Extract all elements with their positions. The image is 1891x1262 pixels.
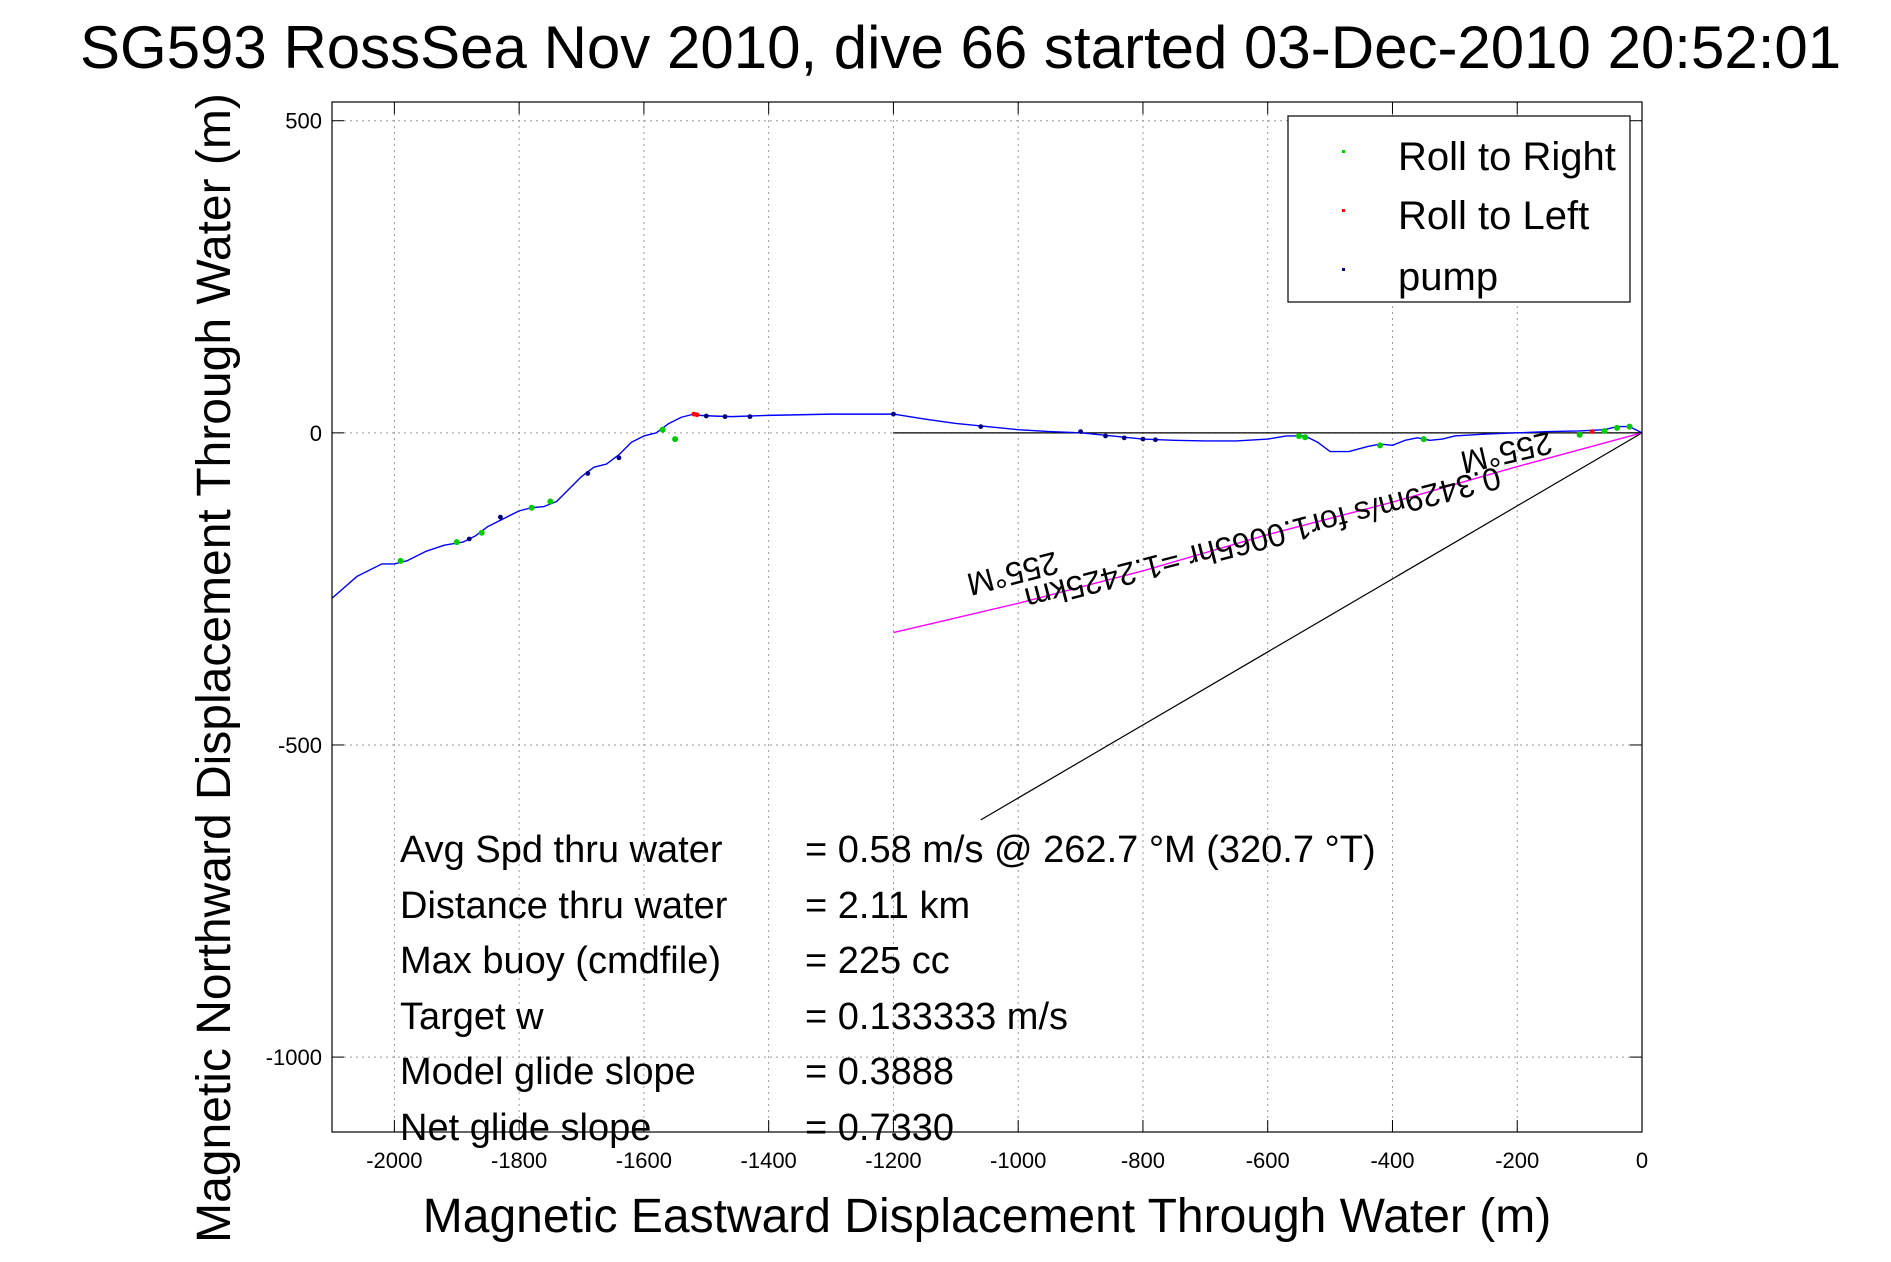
roll-right-marker <box>1420 436 1427 443</box>
pump-marker <box>978 424 984 430</box>
roll-right-marker <box>1601 427 1608 434</box>
legend-marker-roll-left <box>1342 209 1345 212</box>
y-tick-label: 500 <box>285 109 322 134</box>
reference-line <box>980 432 1643 821</box>
pump-marker <box>1121 435 1127 441</box>
roll-right-marker <box>1576 431 1583 438</box>
pump-marker <box>616 455 622 461</box>
roll-right-marker <box>1377 442 1383 449</box>
stat-label-distance: Distance thru water <box>400 885 728 927</box>
legend-marker-pump <box>1342 268 1345 271</box>
x-tick-label: -1600 <box>616 1148 672 1173</box>
roll-right-marker <box>397 557 404 564</box>
x-tick-label: -2000 <box>366 1148 422 1173</box>
roll-right-marker <box>1626 423 1633 430</box>
dive-stats: Avg Spd thru water = 0.58 m/s @ 262.7 °M… <box>400 829 1376 1149</box>
pump-marker <box>1078 429 1083 434</box>
stat-value-avg-speed: = 0.58 m/s @ 262.7 °M (320.7 °T) <box>805 829 1376 871</box>
plot-frame <box>331 101 1643 1133</box>
y-tick-label: -1000 <box>266 1045 322 1070</box>
roll-left-marker <box>1589 429 1595 434</box>
y-axis-label: Magnetic Northward Displacement Through … <box>188 93 241 1243</box>
pump-marker <box>1140 436 1146 442</box>
y-tick-label: 0 <box>310 421 322 446</box>
x-tick-label: -400 <box>1370 1148 1414 1173</box>
x-tick-label: -200 <box>1495 1148 1539 1173</box>
roll-right-marker <box>1614 424 1621 431</box>
x-tick-label: -800 <box>1121 1148 1165 1173</box>
stat-value-target-w: = 0.133333 m/s <box>805 996 1068 1038</box>
roll-right-marker <box>659 426 666 433</box>
pump-marker <box>498 514 503 520</box>
legend-marker-roll-right <box>1342 150 1345 153</box>
pump-marker <box>891 411 896 417</box>
legend-label-pump: pump <box>1398 255 1498 299</box>
stat-label-model-glide: Model glide slope <box>400 1051 696 1093</box>
pump-marker <box>1153 437 1158 443</box>
x-tick-label: 0 <box>1636 1148 1648 1173</box>
x-tick-label: -1800 <box>491 1148 547 1173</box>
legend-label-roll-right: Roll to Right <box>1398 135 1616 179</box>
legend: Roll to Right Roll to Left pump <box>1287 115 1631 303</box>
stat-value-max-buoy: = 225 cc <box>805 940 950 982</box>
pump-marker <box>1103 433 1108 439</box>
pump-marker <box>747 414 753 420</box>
stat-value-net-glide: = 0.7330 <box>805 1107 954 1149</box>
axis-ticks <box>332 102 1643 1132</box>
y-tick-label: -500 <box>278 733 322 758</box>
data-markers <box>397 411 1633 564</box>
legend-label-roll-left: Roll to Left <box>1398 194 1589 238</box>
roll-right-marker <box>547 498 554 505</box>
roll-right-marker <box>478 529 485 536</box>
y-tick-labels: 500 0 -500 -1000 <box>266 109 322 1070</box>
heading-line <box>893 432 1643 634</box>
x-tick-label: -1200 <box>865 1148 921 1173</box>
x-tick-labels: -2000 -1800 -1600 -1400 -1200 -1000 -800 -600 -4… <box>366 1148 1648 1173</box>
stat-label-net-glide: Net glide slope <box>400 1107 651 1149</box>
stat-value-model-glide: = 0.3888 <box>805 1051 954 1093</box>
pump-marker <box>585 471 591 476</box>
roll-right-marker <box>672 436 679 443</box>
roll-right-marker <box>1295 432 1302 439</box>
stat-value-distance: = 2.11 km <box>805 885 970 927</box>
stat-label-target-w: Target w <box>400 996 544 1038</box>
x-axis-label: Magnetic Eastward Displacement Through W… <box>423 1190 1551 1243</box>
pump-marker <box>703 413 709 419</box>
roll-right-marker <box>453 539 460 546</box>
pump-marker <box>466 536 472 542</box>
pump-marker <box>722 414 728 420</box>
x-tick-label: -1000 <box>990 1148 1046 1173</box>
roll-left-marker <box>694 412 700 418</box>
track-line <box>331 413 1643 599</box>
roll-right-marker <box>528 504 535 511</box>
x-tick-label: -1400 <box>741 1148 797 1173</box>
x-tick-label: -600 <box>1246 1148 1290 1173</box>
stat-label-avg-speed: Avg Spd thru water <box>400 829 723 871</box>
data-series <box>331 413 1643 634</box>
roll-right-marker <box>1302 434 1309 441</box>
stat-label-max-buoy: Max buoy (cmdfile) <box>400 940 721 982</box>
chart-title: SG593 RossSea Nov 2010, dive 66 started … <box>80 14 1841 81</box>
